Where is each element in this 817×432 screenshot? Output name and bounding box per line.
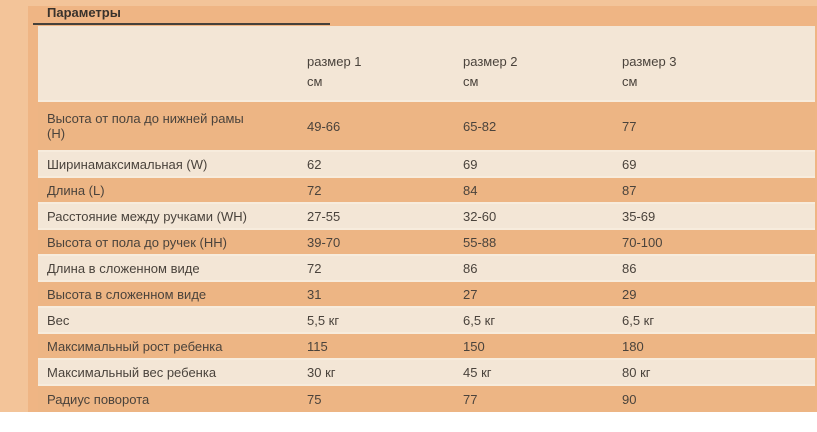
table-row: Высота в сложенном виде 31 27 29 — [38, 282, 815, 308]
parameter-label: Длина в сложенном виде — [47, 260, 200, 276]
table-row: Максимальный вес ребенка 30 кг 45 кг 80 кг — [38, 360, 815, 386]
parameter-label-cell: Радиус поворота — [38, 386, 307, 412]
table-row: Расстояние между ручками (WH) 27-55 32-60 3… — [38, 204, 815, 230]
parameter-label: Расстояние между ручками (WH) — [47, 208, 247, 224]
parameter-value: 62 — [307, 156, 322, 172]
parameter-label-cell: Вес — [38, 308, 307, 332]
parameter-label: Высота от пола до нижней рамы (H) — [47, 111, 244, 141]
column-header-label: размер 2 — [463, 54, 518, 69]
parameter-label: Высота от пола до ручек (HH) — [47, 234, 227, 250]
top-margin-strip — [0, 0, 817, 6]
parameter-value: 75 — [307, 391, 322, 407]
parameter-label: Максимальный рост ребенка — [47, 338, 223, 354]
column-header-unit: см — [307, 74, 323, 89]
column-header: размер 2 см — [463, 26, 622, 100]
page-title: Параметры — [47, 5, 121, 20]
parameter-value: 30 кг — [307, 364, 336, 380]
parameter-label-cell: Высота от пола до нижней рамы (H) — [38, 102, 307, 150]
parameter-value: 32-60 — [463, 208, 497, 224]
parameter-label-cell: Длина в сложенном виде — [38, 256, 307, 280]
parameter-value: 86 — [463, 260, 478, 276]
table-row: Ширинамаксимальная (W) 62 69 69 — [38, 152, 815, 178]
parameter-value: 6,5 кг — [622, 312, 655, 328]
parameter-value: 86 — [622, 260, 637, 276]
table-row: Радиус поворота 75 77 90 — [38, 386, 815, 412]
parameter-value: 45 кг — [463, 364, 492, 380]
parameter-value: 39-70 — [307, 234, 341, 250]
parameter-value: 90 — [622, 391, 637, 407]
parameter-value: 77 — [622, 118, 637, 134]
header-spacer-cell — [38, 26, 307, 100]
table-row: Длина (L) 72 84 87 — [38, 178, 815, 204]
table-header-row: размер 1 см размер 2 см размер 3 см — [38, 26, 815, 102]
table-row: Вес 5,5 кг 6,5 кг 6,5 кг — [38, 308, 815, 334]
parameter-value: 115 — [307, 338, 328, 354]
parameter-value: 31 — [307, 286, 322, 302]
parameter-value: 35-69 — [622, 208, 656, 224]
parameter-label-cell: Максимальный вес ребенка — [38, 360, 307, 384]
parameter-value: 65-82 — [463, 118, 497, 134]
title-underline — [33, 23, 330, 25]
parameter-label-cell: Ширинамаксимальная (W) — [38, 152, 307, 176]
parameter-value: 69 — [463, 156, 478, 172]
column-header: размер 3 см — [622, 26, 815, 100]
column-header: размер 1 см — [307, 26, 463, 100]
table-row: Высота от пола до ручек (HH) 39-70 55-88 70… — [38, 230, 815, 256]
parameter-label-cell: Длина (L) — [38, 178, 307, 202]
parameter-value: 69 — [622, 156, 637, 172]
column-header-label: размер 1 — [307, 54, 362, 69]
parameter-value: 180 — [622, 338, 644, 354]
parameters-table: размер 1 см размер 2 см размер 3 см Высота от… — [38, 26, 815, 412]
table-background: Параметры размер 1 см размер 2 см размер 3 см… — [0, 0, 817, 412]
parameter-label-cell: Высота в сложенном виде — [38, 282, 307, 306]
parameter-label: Радиус поворота — [47, 391, 150, 407]
parameter-label: Ширинамаксимальная (W) — [47, 156, 208, 172]
parameter-label: Высота в сложенном виде — [47, 286, 207, 302]
parameter-label-cell: Максимальный рост ребенка — [38, 334, 307, 358]
parameter-value: 6,5 кг — [463, 312, 496, 328]
table-row: Высота от пола до нижней рамы (H) 49-66 65… — [38, 102, 815, 152]
parameter-value: 72 — [307, 182, 322, 198]
parameter-value: 27 — [463, 286, 478, 302]
parameter-value: 80 кг — [622, 364, 651, 380]
parameter-value: 49-66 — [307, 118, 341, 134]
parameter-label: Максимальный вес ребенка — [47, 364, 217, 380]
column-header-unit: см — [463, 74, 479, 89]
column-header-label: размер 3 — [622, 54, 677, 69]
parameter-value: 55-88 — [463, 234, 497, 250]
column-header-unit: см — [622, 74, 638, 89]
parameter-label-cell: Высота от пола до ручек (HH) — [38, 230, 307, 254]
parameter-label: Вес — [47, 312, 70, 328]
parameter-value: 77 — [463, 391, 478, 407]
parameter-value: 27-55 — [307, 208, 341, 224]
parameter-value: 84 — [463, 182, 478, 198]
table-body: Высота от пола до нижней рамы (H) 49-66 65… — [38, 102, 815, 412]
parameter-value: 70-100 — [622, 234, 663, 250]
parameter-value: 29 — [622, 286, 637, 302]
parameter-label: Длина (L) — [47, 182, 105, 198]
parameter-value: 150 — [463, 338, 485, 354]
parameter-label-cell: Расстояние между ручками (WH) — [38, 204, 307, 228]
parameter-value: 72 — [307, 260, 322, 276]
parameter-value: 5,5 кг — [307, 312, 340, 328]
left-margin-strip — [0, 0, 28, 412]
table-row: Максимальный рост ребенка 115 150 180 — [38, 334, 815, 360]
table-row: Длина в сложенном виде 72 86 86 — [38, 256, 815, 282]
parameter-value: 87 — [622, 182, 637, 198]
